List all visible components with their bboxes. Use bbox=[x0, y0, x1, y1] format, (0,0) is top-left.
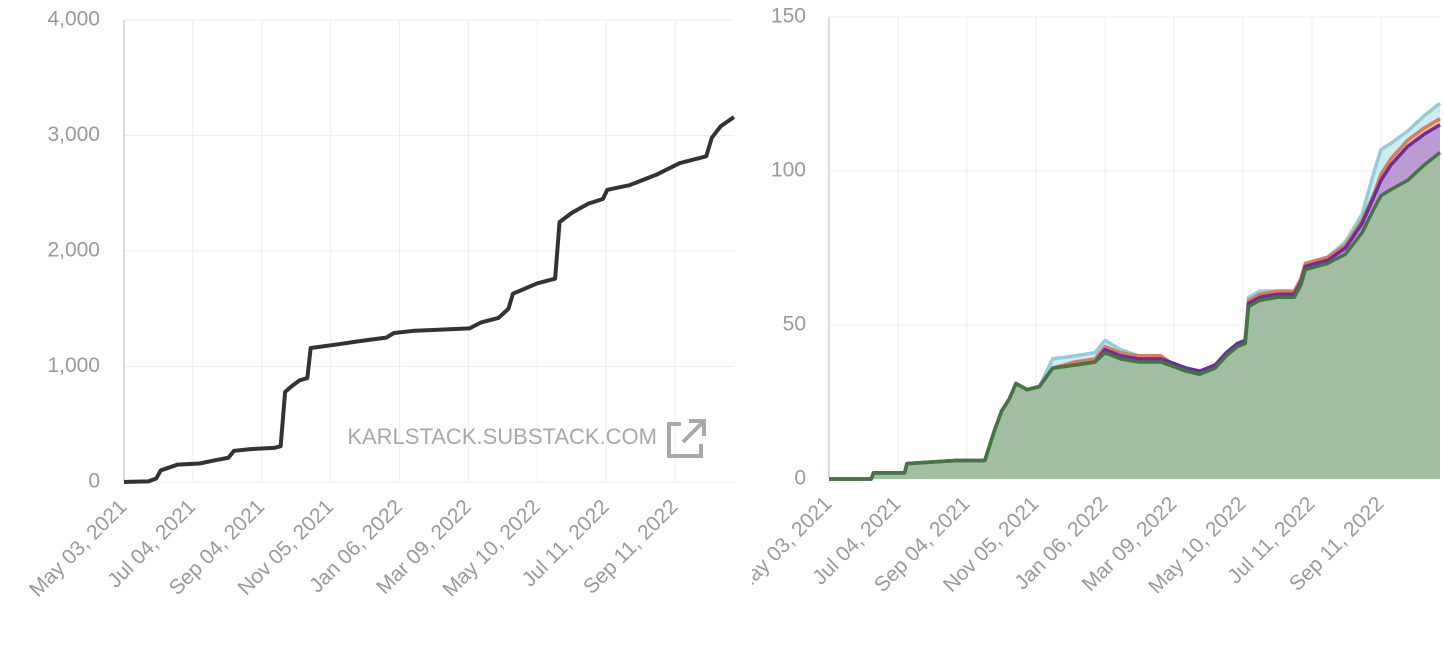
y-tick-label: 100 bbox=[771, 159, 806, 182]
y-tick-label: 150 bbox=[771, 5, 806, 28]
area-fill bbox=[829, 152, 1440, 479]
watermark: KARLSTACK.SUBSTACK.COM bbox=[347, 424, 657, 449]
y-tick-label: 3,000 bbox=[47, 123, 100, 146]
y-tick-label: 50 bbox=[783, 313, 806, 336]
area-line bbox=[829, 151, 1442, 481]
y-tick-label: 2,000 bbox=[47, 239, 100, 262]
external-link-icon bbox=[667, 422, 703, 458]
external-link-icon bbox=[681, 419, 706, 444]
y-tick-label: 4,000 bbox=[47, 8, 100, 31]
data-line bbox=[123, 115, 736, 484]
y-tick-label: 0 bbox=[794, 467, 806, 490]
y-tick-label: 1,000 bbox=[47, 354, 100, 377]
y-tick-label: 0 bbox=[88, 470, 100, 493]
